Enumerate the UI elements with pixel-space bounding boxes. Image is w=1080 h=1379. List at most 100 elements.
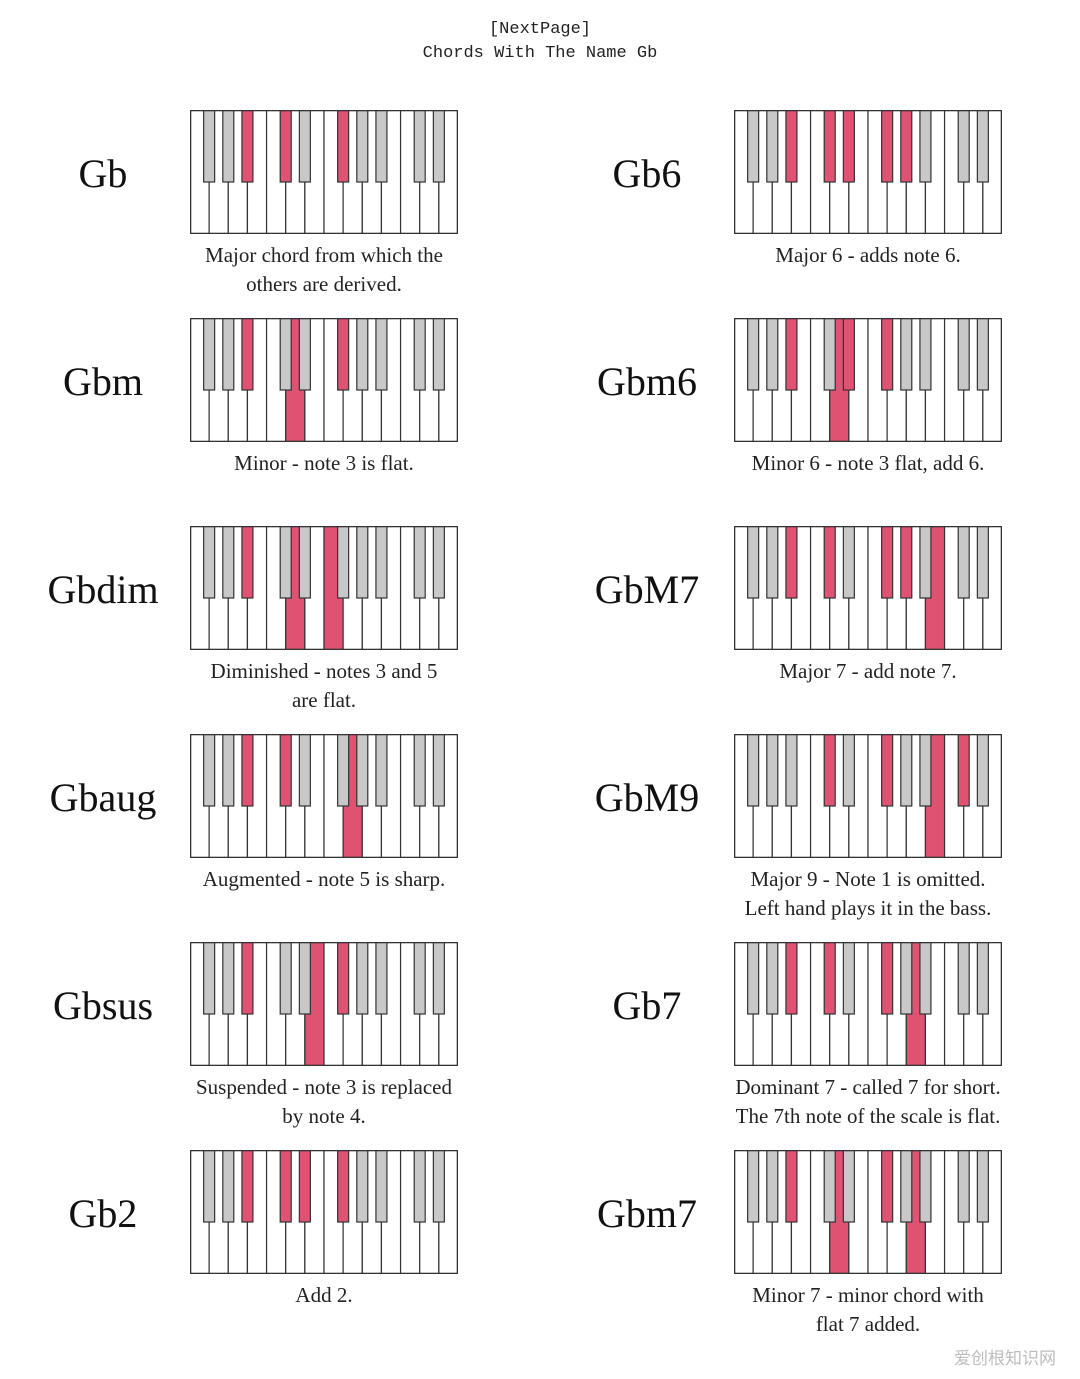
black-key (356, 734, 369, 807)
black-key (957, 318, 970, 391)
black-key-highlighted (881, 734, 894, 807)
caption-line: Major chord from which the (205, 243, 443, 267)
black-key (900, 318, 913, 391)
black-key-highlighted (823, 734, 836, 807)
caption-line: Minor 7 - minor chord with (752, 1283, 984, 1307)
keyboard-frame (190, 942, 458, 1066)
chord-name: Gbm7 (597, 1191, 697, 1236)
black-key (432, 942, 445, 1015)
caption-line: are flat. (291, 688, 357, 712)
black-key (747, 942, 760, 1015)
black-key (432, 526, 445, 599)
chord-name: GbM9 (594, 775, 700, 820)
black-key-highlighted (785, 526, 798, 599)
black-key (957, 110, 970, 183)
black-key (222, 942, 235, 1015)
chord-name: Gb6 (612, 151, 682, 196)
chord-caption: Major 6 - adds note 6. (703, 241, 1033, 270)
black-key (747, 1150, 760, 1223)
black-key (919, 1150, 932, 1223)
black-key (842, 734, 855, 807)
chord-name: Gbaug (49, 775, 157, 820)
black-key (919, 110, 932, 183)
caption-line: Left hand plays it in the bass. (744, 896, 992, 920)
black-key (766, 734, 779, 807)
black-key (356, 110, 369, 183)
black-key-highlighted (842, 318, 855, 391)
piano-keyboard (190, 526, 458, 650)
black-key (432, 734, 445, 807)
black-key-highlighted (900, 526, 913, 599)
black-key-highlighted (279, 734, 292, 807)
chord-caption: Major chord from which the others are der… (159, 241, 489, 299)
keyboard-frame (190, 734, 458, 858)
black-key (747, 318, 760, 391)
next-page-link[interactable]: [NextPage] (488, 20, 592, 39)
black-key (785, 734, 798, 807)
black-key (203, 942, 216, 1015)
chord-caption: Major 7 - add note 7. (703, 657, 1033, 686)
black-key (919, 942, 932, 1015)
black-key (203, 110, 216, 183)
black-key-highlighted (279, 1150, 292, 1223)
black-key (356, 526, 369, 599)
keyboard-frame (734, 1150, 1002, 1274)
keyboard-frame (190, 1150, 458, 1274)
black-key (432, 1150, 445, 1223)
caption-line: Augmented - note 5 is sharp. (202, 867, 446, 891)
black-key (957, 942, 970, 1015)
black-key (413, 318, 426, 391)
black-key (298, 526, 311, 599)
caption-line: Add 2. (295, 1283, 353, 1307)
black-key (919, 734, 932, 807)
black-key (375, 110, 388, 183)
black-key (432, 110, 445, 183)
black-key-highlighted (337, 110, 350, 183)
keyboard-frame (734, 526, 1002, 650)
black-key (222, 318, 235, 391)
black-key (298, 942, 311, 1015)
black-key (976, 110, 989, 183)
black-key-highlighted (337, 1150, 350, 1223)
black-key (279, 526, 292, 599)
caption-line: Major 7 - add note 7. (779, 659, 957, 683)
black-key (375, 734, 388, 807)
black-key-highlighted (785, 318, 798, 391)
black-key-highlighted (823, 526, 836, 599)
chord-caption: Add 2. (159, 1281, 489, 1310)
caption-line: Major 6 - adds note 6. (775, 243, 961, 267)
chord-name: GbM7 (594, 567, 700, 612)
black-key-highlighted (842, 110, 855, 183)
caption-line: Suspended - note 3 is replaced (195, 1075, 452, 1099)
caption-line: Major 9 - Note 1 is omitted. (750, 867, 986, 891)
black-key-highlighted (881, 110, 894, 183)
black-key (413, 1150, 426, 1223)
black-key (842, 1150, 855, 1223)
chord-name: Gb2 (68, 1191, 138, 1236)
black-key (766, 526, 779, 599)
keyboard-frame (734, 318, 1002, 442)
black-key (919, 318, 932, 391)
black-key (747, 734, 760, 807)
piano-keyboard (734, 1150, 1002, 1274)
piano-keyboard (734, 942, 1002, 1066)
piano-keyboard (734, 526, 1002, 650)
chord-name: Gbm6 (597, 359, 697, 404)
piano-keyboard (734, 110, 1002, 234)
chord-caption: Minor 6 - note 3 flat, add 6. (703, 449, 1033, 478)
black-key (766, 1150, 779, 1223)
black-key (823, 1150, 836, 1223)
chord-caption: Minor - note 3 is flat. (159, 449, 489, 478)
keyboard-frame (734, 734, 1002, 858)
black-key-highlighted (900, 110, 913, 183)
page-title: Chords With The Name Gb (422, 44, 658, 63)
black-key-highlighted (881, 1150, 894, 1223)
piano-keyboard (734, 734, 1002, 858)
black-key (900, 1150, 913, 1223)
piano-keyboard (190, 318, 458, 442)
black-key (222, 526, 235, 599)
black-key-highlighted (785, 942, 798, 1015)
black-key (842, 526, 855, 599)
black-key-highlighted (785, 1150, 798, 1223)
black-key (413, 110, 426, 183)
